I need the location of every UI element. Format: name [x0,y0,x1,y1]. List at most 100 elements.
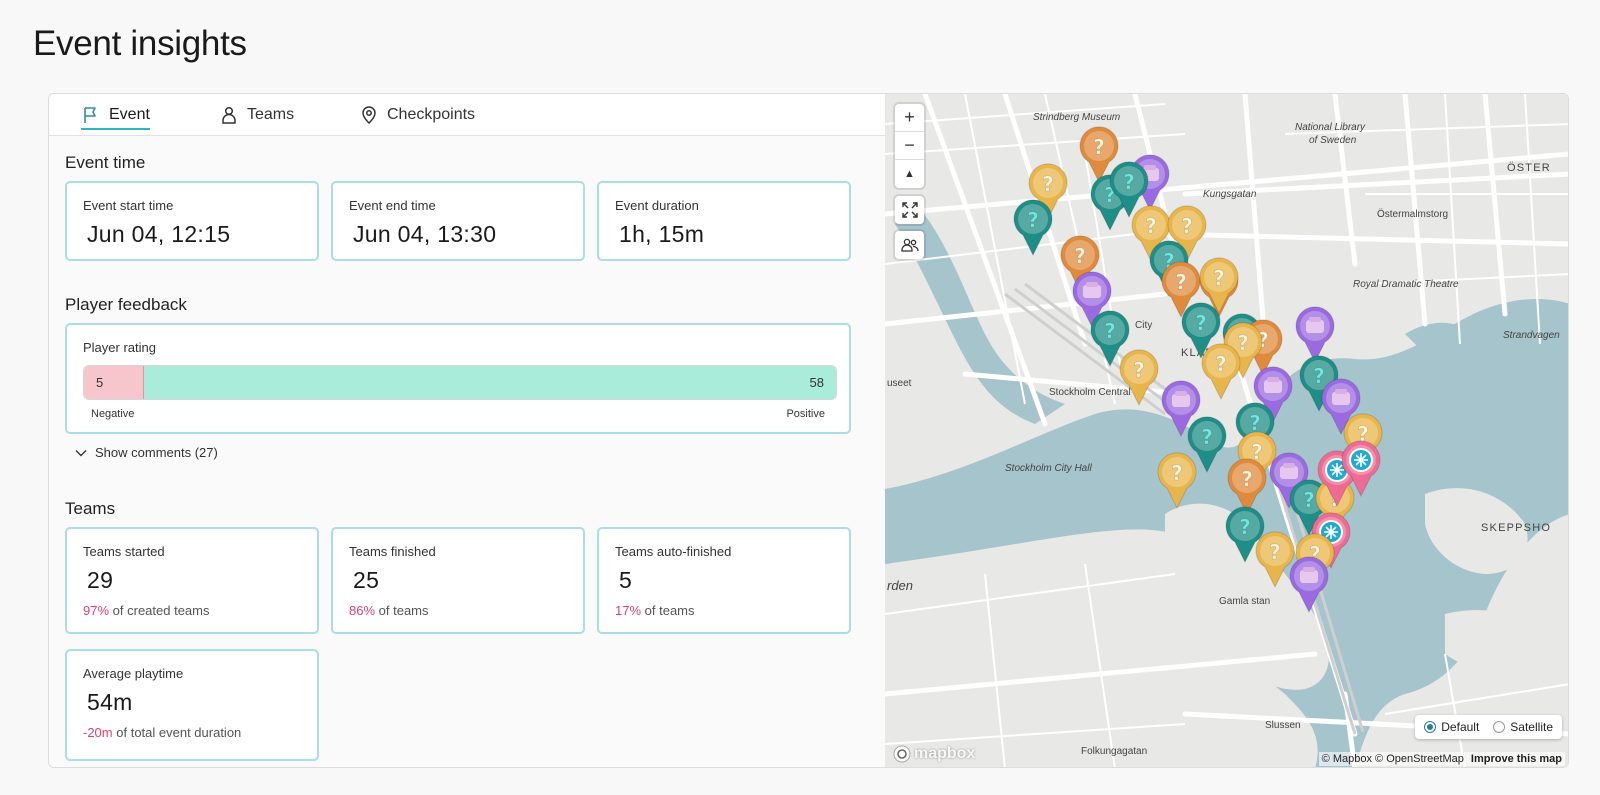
zoom-in-button[interactable]: + [895,104,924,132]
teams-finished-card: Teams finished 25 86% of teams [331,527,585,634]
checkpoint-pin-icon[interactable]: ? [1225,458,1269,516]
svg-text:?: ? [1145,214,1157,238]
svg-text:?: ? [1237,331,1249,355]
teams-started-card: Teams started 29 97% of created teams [65,527,319,634]
checkpoint-pin-icon[interactable]: ? [1077,126,1121,184]
map-zoom-controls: + − ▲ [895,104,924,188]
teams-auto-finished-sub: 17% of teams [615,603,695,618]
map-label-stockholm-central: Stockholm Central [1049,387,1131,398]
map-label-slussen: Slussen [1265,720,1301,731]
map-label-strindberg: Strindberg Museum [1033,112,1121,123]
average-playtime-value: 54m [87,689,133,715]
checkpoint-pin-icon[interactable]: ? [1185,416,1229,474]
checkpoint-pin-icon[interactable]: ? [1058,235,1102,293]
radio-unselected-icon [1493,721,1506,733]
teams-finished-value: 25 [353,567,380,593]
teams-auto-finished-pct: 17% [615,603,642,618]
checkpoint-pin-icon[interactable]: ? [1011,199,1055,257]
svg-text:?: ? [1123,170,1135,194]
compass-button[interactable]: ▲ [895,160,924,188]
checkpoint-pin-icon[interactable]: ? [1026,163,1070,221]
svg-text:?: ? [1239,515,1251,539]
location-pin-icon [359,105,379,125]
teams-heading: Teams [65,499,116,518]
mapbox-logo-text: mapbox [914,745,976,762]
average-playtime-diff: -20m [83,725,113,740]
checkpoint-pin-icon[interactable]: ? [1199,343,1243,401]
teams-auto-finished-suffix: of teams [644,603,695,618]
teams-finished-sub: 86% of teams [349,603,429,618]
attribution-osm-link[interactable]: © OpenStreetMap [1375,753,1464,765]
map-label-strandvagen: Strandvagen [1503,330,1560,341]
player-feedback-heading: Player feedback [65,295,187,314]
teams-finished-suffix: of teams [378,603,429,618]
checkpoint-pin-icon[interactable]: ? [1179,302,1223,360]
event-map[interactable]: Strindberg Museum National Library of Sw… [885,94,1568,767]
average-playtime-suffix: of total event duration [116,725,242,740]
svg-text:?: ? [1074,244,1086,268]
svg-text:?: ? [1201,425,1213,449]
tab-teams-label: Teams [247,106,295,123]
teams-auto-finished-card: Teams auto-finished 5 17% of teams [597,527,851,634]
tab-event[interactable]: Event [81,94,150,136]
checkpoint-pin-icon[interactable] [1293,306,1337,364]
improve-map-link[interactable]: Improve this map [1470,753,1562,765]
checkpoint-pin-icon[interactable]: ? [1155,452,1199,510]
rating-positive-count: 58 [809,375,824,390]
map-label-riddarfjarden: rden [887,578,914,593]
event-start-value: Jun 04, 12:15 [87,221,231,247]
event-start-card: Event start time Jun 04, 12:15 [65,181,319,261]
attribution-mapbox-link[interactable]: © Mapbox [1321,753,1372,765]
map-label-city: City [1135,320,1153,331]
event-end-label: Event end time [349,198,436,213]
checkpoint-pin-icon[interactable]: ? [1221,322,1265,380]
svg-text:?: ? [1104,319,1116,343]
checkpoint-pin-icon[interactable] [1159,380,1203,438]
checkpoint-pin-icon[interactable]: ? [1088,310,1132,368]
rating-negative-caption: Negative [91,408,135,420]
teams-started-sub: 97% of created teams [83,603,209,618]
checkpoint-pin-icon[interactable] [1339,440,1383,498]
mapbox-logo[interactable]: mapbox [893,745,975,763]
teams-started-suffix: of created teams [112,603,210,618]
checkpoint-pin-icon[interactable]: ? [1235,431,1279,489]
checkpoint-pin-icon[interactable]: ? [1159,261,1203,319]
checkpoint-pin-icon[interactable] [1267,452,1311,510]
event-end-value: Jun 04, 13:30 [353,221,497,247]
svg-text:?: ? [1215,352,1227,376]
zoom-out-button[interactable]: − [895,132,924,160]
teams-finished-pct: 86% [349,603,376,618]
map-label-museum: useet [887,378,912,389]
svg-text:?: ? [1093,135,1105,159]
event-start-label: Event start time [83,198,174,213]
checkpoint-pin-icon[interactable]: ? [1233,402,1277,460]
tab-teams[interactable]: Teams [219,94,294,136]
chevron-down-icon [75,445,87,460]
checkpoint-pin-icon[interactable]: ? [1165,205,1209,263]
checkpoint-pin-icon[interactable]: ? [1107,161,1151,219]
event-duration-value: 1h, 15m [619,221,705,247]
checkpoint-pin-icon[interactable]: ? [1197,257,1241,315]
show-comments-toggle[interactable]: Show comments (27) [75,445,218,460]
checkpoint-pin-icon[interactable]: ? [1253,531,1297,589]
checkpoint-pin-icon[interactable]: ? [1117,349,1161,407]
map-style-default[interactable]: Default [1424,720,1479,734]
average-playtime-card: Average playtime 54m -20m of total event… [65,649,319,761]
svg-text:?: ? [1269,540,1281,564]
svg-text:?: ? [1251,440,1263,464]
svg-text:?: ? [1249,411,1261,435]
svg-text:?: ? [1313,364,1325,388]
checkpoint-pin-icon[interactable]: ? [1129,205,1173,263]
map-style-satellite[interactable]: Satellite [1493,720,1553,734]
tab-checkpoints[interactable]: Checkpoints [359,94,475,136]
map-label-ostermalm: ÖSTER [1507,162,1551,174]
checkpoint-pin-icon[interactable] [1319,378,1363,436]
teams-layer-button[interactable] [895,231,924,259]
checkpoint-pin-icon[interactable]: ? [1223,506,1267,564]
fullscreen-button[interactable] [895,196,924,224]
teams-started-pct: 97% [83,603,110,618]
checkpoint-pin-icon[interactable] [1251,366,1295,424]
checkpoint-pin-icon[interactable] [1287,556,1331,614]
svg-text:?: ? [1042,172,1054,196]
checkpoint-pin-icon[interactable] [1070,271,1114,329]
